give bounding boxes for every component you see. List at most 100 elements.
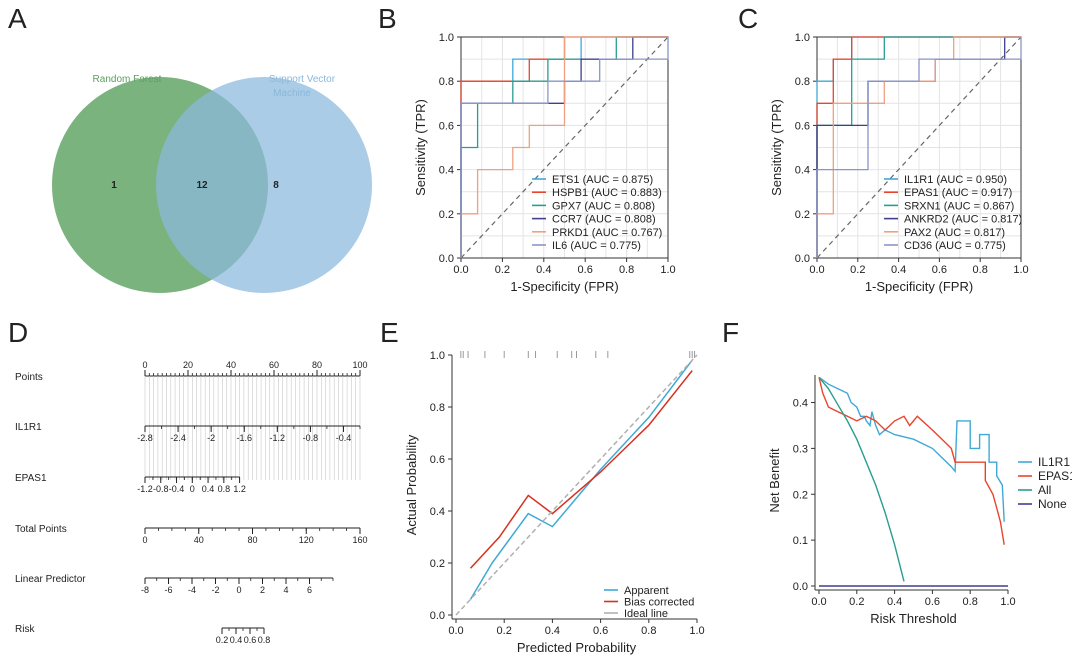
nomogram-tick-label: 0 [142, 535, 147, 545]
series-line-il6-auc-0-775 [460, 37, 669, 258]
nomogram-tick-label: -0.8 [303, 433, 319, 443]
y-tick-label: 0.0 [430, 610, 445, 622]
y-tick-label: 0.6 [795, 120, 810, 132]
nomogram-row-label-linear-predictor: Linear Predictor [15, 574, 86, 585]
y-tick-label: 0.3 [793, 443, 808, 455]
venn-circle-svm [156, 77, 372, 293]
y-tick-label: 0.8 [795, 76, 810, 88]
series-line-bias-corrected [469, 370, 693, 569]
legend-label-ets1-auc-0-875: ETS1 (AUC = 0.875) [552, 174, 653, 186]
x-tick-label: 0.0 [453, 264, 468, 276]
series-line-cd36-auc-0-775 [816, 37, 1022, 258]
nomogram-tick-label: 40 [226, 360, 236, 370]
venn-label-random-forest: Random Forest [93, 74, 162, 85]
legend-label-bias-corrected: Bias corrected [624, 597, 694, 609]
nomogram-tick-label: 40 [194, 535, 204, 545]
x-tick-label: 0.2 [849, 596, 864, 608]
y-tick-label: 0.4 [795, 165, 810, 177]
legend-label-apparent: Apparent [624, 585, 669, 597]
x-axis-label: 1-Specificity (FPR) [510, 279, 618, 294]
nomogram-tick-label: 120 [299, 535, 314, 545]
x-tick-label: 1.0 [1013, 264, 1028, 276]
panel-letter-f: F [722, 317, 739, 348]
nomogram-row-label-epas1: EPAS1 [15, 473, 47, 484]
nomogram-tick-label: 0.6 [244, 635, 257, 645]
nomogram-row-label-risk: Risk [15, 624, 35, 635]
roc-chart-b: 0.0 0.2 0.4 0.6 0.8 1.0 0.0 0.2 0.4 0.6 0.8 1.0 1-Sp… [413, 32, 676, 294]
nomogram-tick-label: -2.8 [137, 433, 153, 443]
venn-count-only-svm: 8 [273, 180, 279, 191]
x-tick-label: 0.4 [536, 264, 551, 276]
x-tick-label: 0.8 [973, 264, 988, 276]
y-axis-label: Actual Probability [404, 434, 419, 535]
x-tick-label: 0.8 [619, 264, 634, 276]
y-tick-label: 0.2 [793, 489, 808, 501]
nomogram-tick-label: 100 [352, 360, 367, 370]
x-tick-label: 0.4 [891, 264, 906, 276]
x-tick-label: 0.6 [593, 625, 608, 637]
y-tick-label: 0.2 [430, 558, 445, 570]
nomogram-tick-label: 20 [183, 360, 193, 370]
nomogram-tick-label: 0.4 [202, 484, 215, 494]
x-tick-label: 1.0 [689, 625, 704, 637]
nomogram-tick-label: 0 [236, 585, 241, 595]
nomogram-tick-label: -0.4 [169, 484, 185, 494]
y-tick-label: 0.6 [439, 120, 454, 132]
legend-label-all: All [1038, 483, 1051, 497]
legend-label-prkd1-auc-0-767: PRKD1 (AUC = 0.767) [552, 227, 662, 239]
nomogram-tick-label: -4 [188, 585, 196, 595]
series-line-gpx7-auc-0-808 [460, 36, 668, 258]
nomogram-tick-label: -1.2 [137, 484, 153, 494]
legend-label-none: None [1038, 497, 1067, 511]
y-tick-label: 0.2 [439, 209, 454, 221]
legend-label-il6-auc-0-775: IL6 (AUC = 0.775) [552, 240, 641, 252]
panel-letter-c: C [738, 3, 758, 34]
x-tick-label: 0.4 [887, 596, 902, 608]
legend-label-il1r1: IL1R1 [1038, 455, 1070, 469]
y-tick-label: 0.4 [439, 165, 454, 177]
legend-label-ankrd2-auc-0-817: ANKRD2 (AUC = 0.817) [904, 214, 1022, 226]
nomogram-tick-label: 0.8 [218, 484, 231, 494]
y-tick-label: 0.6 [430, 454, 445, 466]
nomogram-tick-label: -2 [207, 433, 215, 443]
venn-label-svm-line2: Machine [273, 88, 311, 99]
x-tick-label: 1.0 [1000, 596, 1015, 608]
legend-label-pax2-auc-0-817: PAX2 (AUC = 0.817) [904, 227, 1005, 239]
nomogram-row-label-points: Points [15, 372, 43, 383]
legend-label-gpx7-auc-0-808: GPX7 (AUC = 0.808) [552, 200, 655, 212]
x-tick-label: 0.0 [809, 264, 824, 276]
x-tick-label: 0.0 [811, 596, 826, 608]
x-tick-label: 0.6 [932, 264, 947, 276]
nomogram-tick-label: 0.8 [258, 635, 271, 645]
nomogram-tick-label: 160 [352, 535, 367, 545]
y-axis-label: Net Benefit [767, 448, 782, 513]
panel-letter-a: A [8, 3, 27, 34]
x-tick-label: 0.2 [850, 264, 865, 276]
venn-count-only-rf: 1 [111, 180, 117, 191]
y-tick-label: 0.0 [793, 581, 808, 593]
x-tick-label: 0.4 [545, 625, 560, 637]
decision-curve-chart: 0.0 0.2 0.4 0.6 0.8 1.0 0.0 0.1 0.2 0.3 0.4 Risk Th… [767, 375, 1072, 626]
series-line-epas1-auc-0-917 [816, 36, 1021, 258]
nomogram-tick-label: -2 [211, 585, 219, 595]
y-tick-label: 0.4 [793, 398, 808, 410]
nomogram-tick-label: 80 [247, 535, 257, 545]
nomogram-tick-label: 0 [142, 360, 147, 370]
y-tick-label: 0.0 [439, 253, 454, 265]
nomogram-row-label-total-points: Total Points [15, 524, 67, 535]
y-tick-label: 0.8 [430, 402, 445, 414]
roc-chart-c: 0.0 0.2 0.4 0.6 0.8 1.0 0.0 0.2 0.4 0.6 0.8 1.0 1-Sp… [769, 32, 1029, 294]
x-tick-label: 0.2 [497, 625, 512, 637]
venn-count-both: 12 [196, 180, 208, 191]
nomogram-tick-label: 0.2 [216, 635, 229, 645]
nomogram-tick-label: 0 [190, 484, 195, 494]
nomogram-tick-label: -0.8 [153, 484, 169, 494]
legend-label-il1r1-auc-0-950: IL1R1 (AUC = 0.950) [904, 174, 1007, 186]
x-tick-label: 1.0 [660, 264, 675, 276]
venn-label-svm: Support Vector [269, 74, 336, 85]
y-tick-label: 0.0 [795, 253, 810, 265]
nomogram-tick-label: -8 [141, 585, 149, 595]
nomogram-tick-label: -1.6 [236, 433, 252, 443]
y-tick-label: 0.2 [795, 209, 810, 221]
nomogram-tick-label: -1.2 [270, 433, 286, 443]
